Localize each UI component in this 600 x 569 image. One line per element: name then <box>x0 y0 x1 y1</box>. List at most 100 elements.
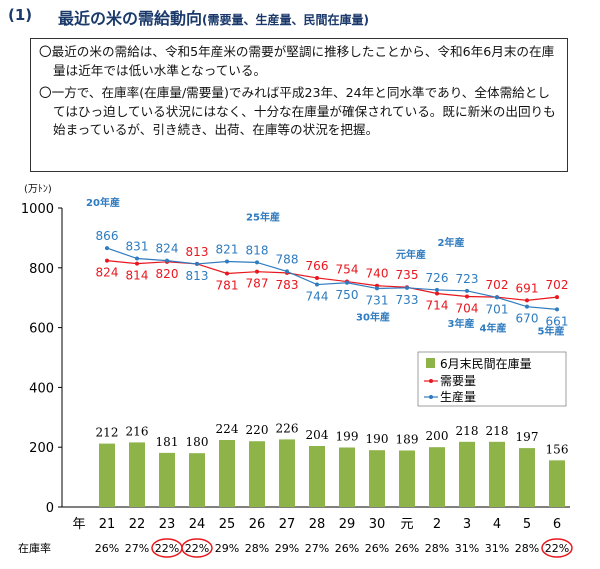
bar-value-label: 212 <box>96 426 119 440</box>
production-value-label: 744 <box>306 290 329 304</box>
ratio-value: 22% <box>545 542 569 555</box>
production-point <box>105 246 109 251</box>
demand-value-label: 787 <box>246 277 269 291</box>
crop-year-annotation: 20年産 <box>86 196 120 209</box>
ratio-value: 31% <box>455 542 479 555</box>
production-value-label: 731 <box>366 293 389 307</box>
y-tick-label: 1000 <box>21 202 54 217</box>
production-point <box>465 288 469 293</box>
ratio-row-label: 在庫率 <box>18 541 51 555</box>
ratio-value: 29% <box>275 542 299 555</box>
y-tick-label: 400 <box>29 381 54 396</box>
ratio-value: 22% <box>185 542 209 555</box>
crop-year-annotation: 4年産 <box>480 321 507 334</box>
bar-value-label: 190 <box>366 432 389 446</box>
production-value-label: 733 <box>396 293 419 307</box>
crop-year-annotation: 元年産 <box>396 248 426 261</box>
legend-inventory-swatch <box>426 358 435 368</box>
production-point <box>225 259 229 264</box>
summary-point-2: 〇一方で、在庫率(在庫量/需要量)でみれば平成23年、24年と同水準であり、全体… <box>39 85 556 137</box>
demand-point <box>105 258 109 263</box>
demand-value-label: 813 <box>186 245 209 259</box>
demand-value-label: 714 <box>426 299 449 313</box>
summary-point-1: 〇最近の米の需給は、令和5年産米の需要が堅調に推移したことから、令和6年6月末の… <box>39 44 555 78</box>
summary-box: 〇最近の米の需給は、令和5年産米の需要が堅調に推移したことから、令和6年6月末の… <box>30 38 568 172</box>
ratio-value: 22% <box>155 542 179 555</box>
crop-year-annotation: 25年産 <box>246 210 280 223</box>
category-label: 6 <box>553 517 561 532</box>
bar-value-label: 199 <box>336 429 359 443</box>
ratio-value: 26% <box>395 542 419 555</box>
production-point <box>495 295 499 300</box>
production-point <box>435 287 439 292</box>
bar-value-label: 220 <box>246 423 269 437</box>
production-value-label: 813 <box>186 269 209 283</box>
production-value-label: 831 <box>126 240 149 254</box>
bar-inventory <box>459 441 475 507</box>
section-header: (1) 最近の米の需給動向(需要量、生産量、民間在庫量) <box>8 4 593 30</box>
demand-point <box>255 269 259 274</box>
bar-value-label: 200 <box>426 429 449 443</box>
ratio-value: 27% <box>305 542 329 555</box>
production-value-label: 824 <box>156 242 179 256</box>
category-label: 29 <box>339 517 356 532</box>
demand-value-label: 766 <box>306 259 329 273</box>
production-value-label: 821 <box>216 243 239 257</box>
category-label: 24 <box>189 517 206 532</box>
category-label: 30 <box>369 517 386 532</box>
bar-inventory <box>189 453 205 507</box>
bar-value-label: 180 <box>186 435 209 449</box>
demand-value-label: 702 <box>546 278 569 292</box>
crop-year-annotation: 30年産 <box>356 310 390 323</box>
demand-point <box>555 295 559 300</box>
production-value-label: 670 <box>516 312 539 326</box>
ratio-highlight-circle <box>181 538 213 558</box>
bar-inventory <box>129 442 145 507</box>
y-tick-label: 800 <box>29 262 54 277</box>
category-label: 元 <box>400 517 413 532</box>
production-value-label: 701 <box>486 302 509 316</box>
production-point <box>525 304 529 309</box>
category-label: 2 <box>433 517 441 532</box>
section-number: (1) <box>8 6 33 24</box>
production-point <box>285 269 289 274</box>
production-point <box>345 280 349 285</box>
demand-value-label: 781 <box>216 278 239 292</box>
section-subtitle: (需要量、生産量、民間在庫量) <box>202 13 369 27</box>
demand-value-label: 691 <box>516 281 539 295</box>
demand-point <box>135 261 139 266</box>
production-point <box>165 258 169 263</box>
bar-inventory <box>309 446 325 507</box>
production-value-label: 866 <box>96 229 119 243</box>
crop-year-annotation: 2年産 <box>438 236 465 249</box>
production-point <box>315 282 319 287</box>
category-label: 28 <box>309 517 326 532</box>
bar-value-label: 156 <box>546 442 569 456</box>
production-value-label: 661 <box>546 314 569 328</box>
ratio-value: 27% <box>125 542 149 555</box>
demand-point <box>525 298 529 303</box>
category-label: 23 <box>159 517 176 532</box>
demand-point <box>315 275 319 280</box>
bar-value-label: 181 <box>156 435 179 449</box>
ratio-value: 29% <box>215 542 239 555</box>
crop-year-annotation: 5年産 <box>538 325 565 338</box>
bar-inventory <box>429 447 445 507</box>
x-axis-label: 年 <box>72 517 85 532</box>
demand-point <box>225 271 229 276</box>
demand-value-label: 754 <box>336 263 359 277</box>
bar-inventory <box>249 441 265 507</box>
category-label: 4 <box>493 517 501 532</box>
demand-value-label: 824 <box>96 266 119 280</box>
legend-production-label: 生産量 <box>440 389 476 404</box>
category-label: 22 <box>129 517 146 532</box>
bar-inventory <box>519 448 535 507</box>
bar-value-label: 204 <box>306 428 329 442</box>
y-axis-unit: (万ﾄﾝ) <box>24 184 52 195</box>
category-label: 21 <box>99 517 116 532</box>
demand-value-label: 704 <box>456 302 479 316</box>
demand-value-label: 820 <box>156 267 179 281</box>
bar-inventory <box>159 452 175 507</box>
bar-value-label: 189 <box>396 432 419 446</box>
